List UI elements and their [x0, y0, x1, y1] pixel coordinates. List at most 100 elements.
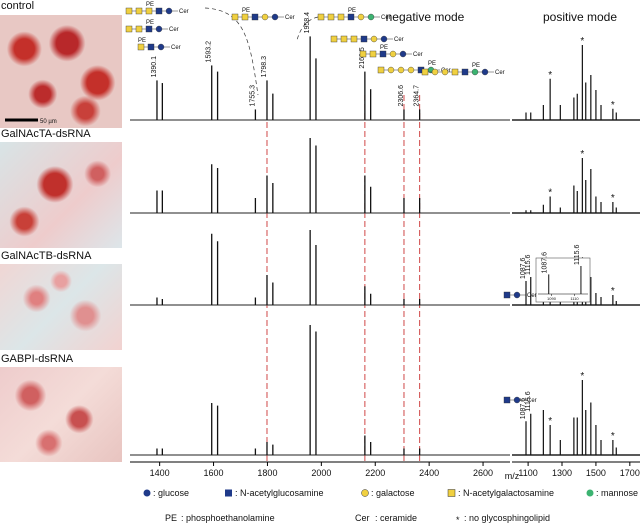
x-tick-label: 2400 — [419, 468, 439, 478]
legend-label: : galactose — [371, 488, 415, 498]
legend-term: * — [456, 515, 460, 525]
glycan-symbol — [380, 35, 388, 43]
peak-label: 1115.6 — [525, 391, 532, 411]
glycan-symbol — [337, 13, 345, 21]
glycan-text: PE — [428, 61, 436, 67]
legend-term: Cer — [355, 513, 370, 523]
glycan-symbol — [389, 50, 397, 58]
glycan-symbol — [399, 50, 407, 58]
micrograph — [0, 15, 122, 128]
glycan-symbol — [155, 25, 163, 33]
glycan-symbol — [340, 35, 348, 43]
glycan-text: Cer — [394, 37, 404, 43]
peak-label: 1115.6 — [525, 255, 532, 275]
glycan-symbol — [379, 50, 387, 58]
star: * — [611, 431, 615, 442]
glycan-symbol — [155, 7, 163, 15]
glycan-text: PE — [242, 8, 250, 14]
glycan-symbol — [137, 43, 145, 51]
peak-label: 2364.7 — [414, 85, 421, 107]
x-tick-label: 2000 — [311, 468, 331, 478]
glycan-symbol — [271, 13, 279, 21]
glycan-symbol — [125, 25, 133, 33]
peak-label: 2306.6 — [398, 85, 405, 107]
glucose-symbol — [143, 489, 151, 497]
peak-label: 2161.5 — [359, 47, 366, 69]
star: * — [611, 193, 615, 204]
connector — [296, 16, 319, 41]
x-tick-label: 1700 — [620, 468, 640, 478]
glycan-symbol — [350, 35, 358, 43]
glycan-symbol — [357, 13, 365, 21]
glycan-symbol — [513, 291, 521, 299]
glycan-symbol — [125, 7, 133, 15]
mode-title: negative mode — [386, 10, 465, 24]
glycan-text: Cer — [495, 70, 505, 76]
glycan-symbol — [407, 66, 415, 74]
glycan-symbol — [241, 13, 249, 21]
micrograph — [0, 264, 122, 350]
x-tick-label: 2600 — [473, 468, 493, 478]
peak-label: 1087.6 — [520, 257, 527, 279]
glycan-symbol — [451, 68, 459, 76]
glycan-symbol — [359, 50, 367, 58]
star: * — [611, 100, 615, 111]
legend-term: PE — [165, 513, 177, 523]
glycan-symbol — [251, 13, 259, 21]
glycan-text: Cer — [179, 9, 189, 15]
glycan-symbol — [135, 7, 143, 15]
row-label: GalNAcTB-dsRNA — [1, 250, 92, 262]
legend-label: : glucose — [153, 488, 189, 498]
row-label: GalNAcTA-dsRNA — [1, 128, 91, 140]
peak-label: 1593.2 — [206, 41, 213, 63]
glycan-symbol — [317, 13, 325, 21]
scale-bar-label: 50 µm — [40, 119, 57, 125]
glycan-symbol — [360, 35, 368, 43]
micrograph — [0, 367, 122, 462]
x-tick-label: 1110 — [570, 296, 579, 301]
glycan-symbol — [147, 43, 155, 51]
legend-text: : ceramide — [375, 513, 417, 523]
connector — [204, 7, 259, 96]
glycan-text: Cer — [527, 398, 537, 404]
legend-text: : phosphoethanolamine — [181, 513, 275, 523]
glycan-text: Cer — [169, 27, 179, 33]
glycan-symbol — [471, 68, 479, 76]
glycan-symbol — [387, 66, 395, 74]
glycan-symbol — [261, 13, 269, 21]
peak-label: 1755.3 — [249, 85, 256, 107]
peak-label: 1390.1 — [151, 56, 158, 78]
glycan-text: PE — [380, 45, 388, 51]
glycan-symbol — [347, 13, 355, 21]
x-tick-label: 1800 — [257, 468, 277, 478]
glycan-symbol — [461, 68, 469, 76]
glycan-text: PE — [138, 38, 146, 44]
glycan-symbol — [135, 25, 143, 33]
glycan-symbol — [397, 66, 405, 74]
x-tick-label: 1100 — [518, 468, 537, 478]
glycan-text: Cer — [381, 15, 391, 21]
glcnac-symbol — [225, 489, 232, 497]
axis-label: m/z — [505, 471, 520, 481]
legend-text: : no glycosphingolipid — [464, 513, 550, 523]
glycan-symbol — [369, 50, 377, 58]
micrograph — [0, 142, 122, 248]
legend-label: : mannose — [596, 488, 638, 498]
glycan-symbol — [327, 13, 335, 21]
glycan-symbol — [367, 13, 375, 21]
star: * — [611, 286, 615, 297]
x-tick-label: 1400 — [150, 468, 170, 478]
glycan-symbol — [377, 66, 385, 74]
x-tick-label: 1500 — [586, 468, 606, 478]
star: * — [580, 371, 584, 382]
star: * — [548, 188, 552, 199]
peak-label: 1115.6 — [574, 245, 581, 265]
glycan-text: PE — [472, 63, 480, 69]
legend-label: : N-acetylglucosamine — [235, 488, 324, 498]
star: * — [548, 416, 552, 427]
glycan-text: PE — [146, 2, 154, 8]
mannose-symbol — [586, 489, 594, 497]
glycan-symbol — [503, 291, 511, 299]
star: * — [548, 70, 552, 81]
